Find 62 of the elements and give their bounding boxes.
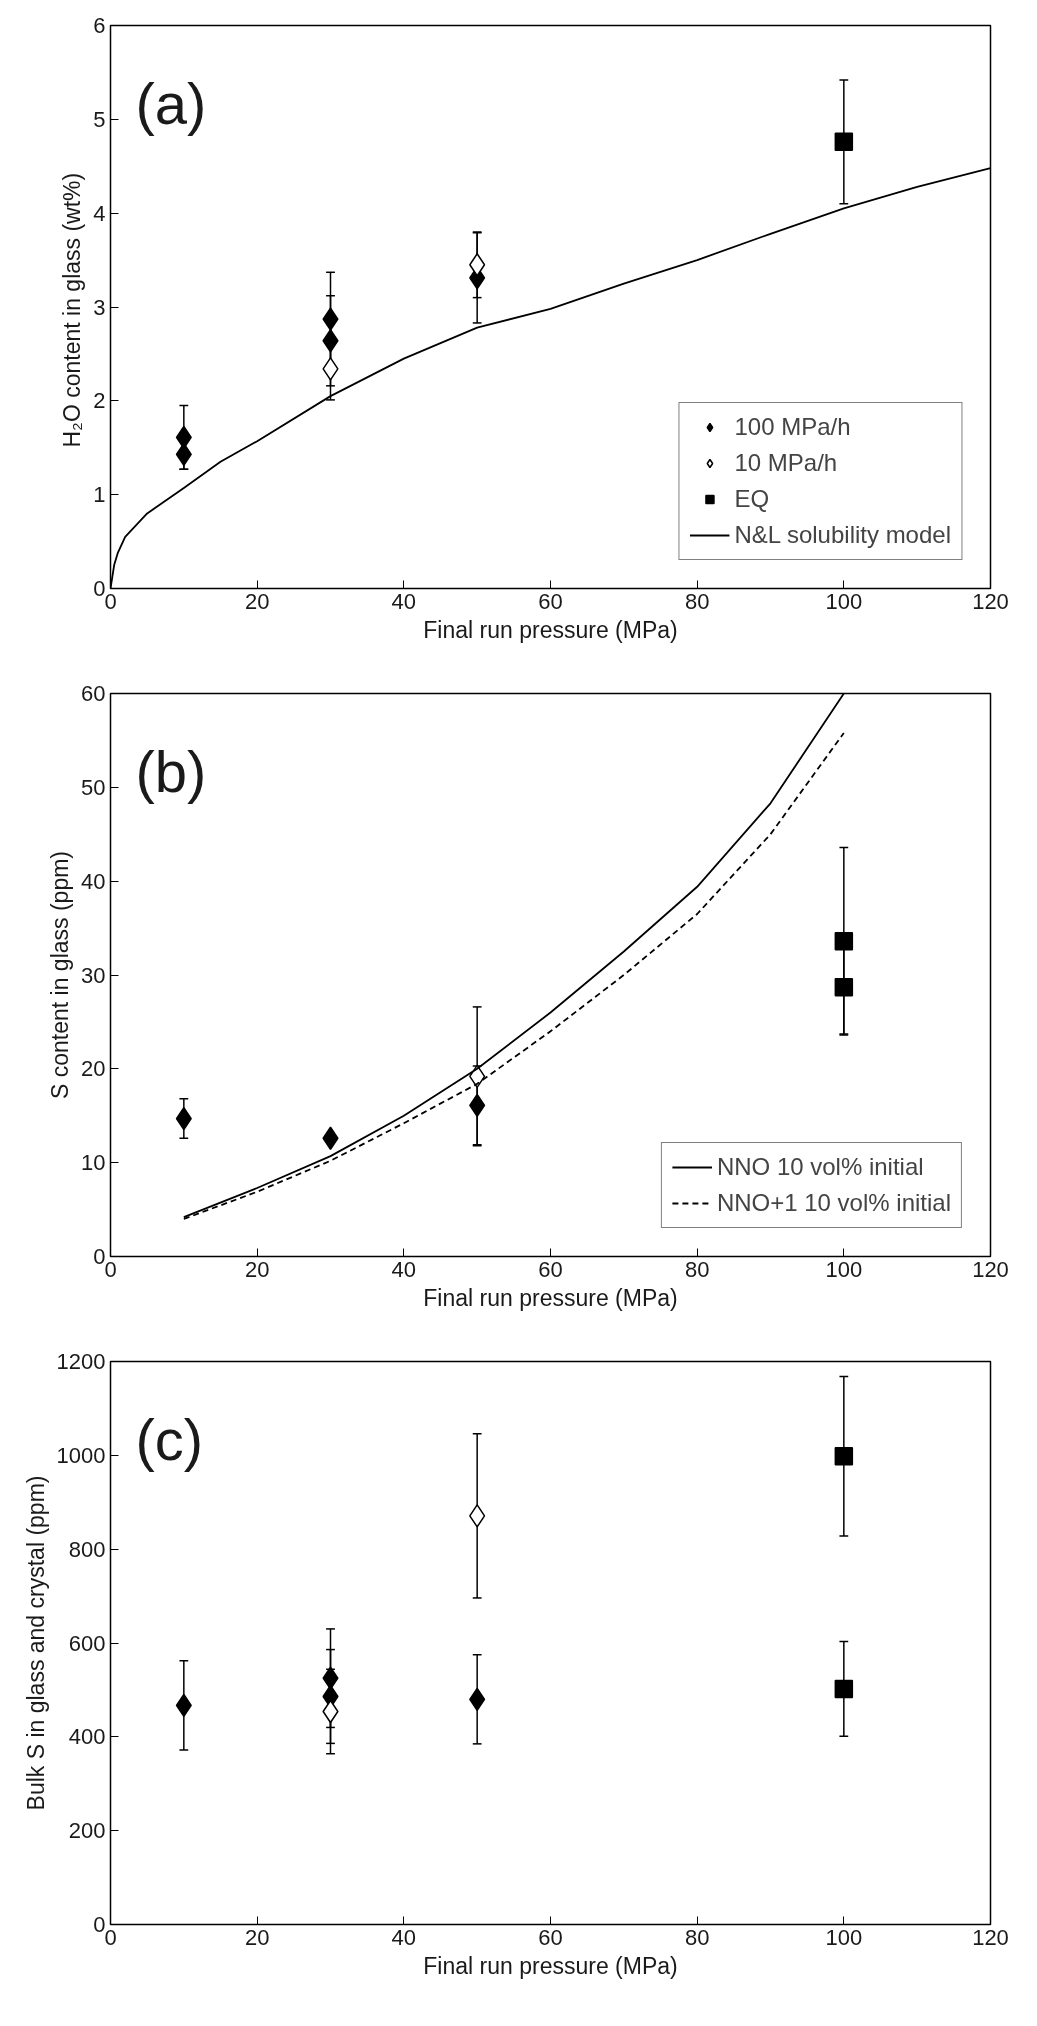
x-tick-label: 100: [825, 588, 863, 614]
x-axis-title: Final run pressure (MPa): [423, 616, 678, 643]
x-axis-title: Final run pressure (MPa): [423, 1952, 678, 1979]
x-tick-label: 80: [684, 1924, 710, 1950]
y-tick-label: 6: [93, 13, 106, 38]
point: [469, 253, 486, 277]
y-tick-label: 20: [81, 1056, 106, 1082]
point: [834, 977, 854, 997]
annotation: (c): [135, 1406, 204, 1472]
x-tick-label: 80: [684, 1256, 710, 1282]
x-tick-label: 100: [825, 1256, 863, 1282]
point: [834, 931, 854, 951]
x-tick-label: 20: [244, 588, 270, 614]
x-tick-label: 20: [244, 1256, 270, 1282]
x-tick-label: 120: [972, 588, 1009, 614]
legend-label: NNO+1 10 vol% initial: [716, 1189, 951, 1217]
y-axis-title: S content in glass (ppm): [47, 850, 74, 1099]
y-tick-label: 4: [93, 200, 106, 226]
y-tick-label: 1: [93, 482, 106, 508]
y-tick-label: 400: [68, 1724, 106, 1750]
legend-label: NNO 10 vol% initial: [716, 1153, 924, 1181]
y-tick-label: 1000: [56, 1442, 106, 1468]
x-tick-label: 40: [391, 1256, 417, 1282]
y-tick-label: 2: [93, 388, 106, 414]
x-tick-label: 100: [825, 1924, 863, 1950]
annotation: (b): [135, 738, 207, 804]
y-tick-label: 3: [93, 294, 106, 320]
y-axis-title: Bulk S in glass and crystal (ppm): [22, 1475, 49, 1811]
point: [834, 1447, 854, 1466]
y-tick-label: 50: [81, 774, 106, 800]
legend-label: EQ: [734, 485, 770, 513]
x-tick-label: 20: [244, 1924, 270, 1950]
y-tick-label: 40: [81, 868, 106, 894]
x-tick-label: 60: [538, 1256, 563, 1282]
y-tick-label: 1200: [56, 1349, 106, 1374]
point: [322, 1666, 339, 1690]
y-tick-label: 600: [68, 1630, 106, 1656]
x-tick-label: 40: [391, 588, 417, 614]
y-tick-label: 800: [68, 1536, 106, 1562]
legend-label: 100 MPa/h: [734, 413, 851, 441]
point: [834, 1679, 854, 1699]
legend-label: N&L solubility model: [734, 521, 951, 549]
x-axis-title: Final run pressure (MPa): [423, 1284, 678, 1311]
point: [322, 329, 339, 353]
y-tick-label: 200: [68, 1818, 106, 1844]
x-tick-label: 60: [538, 1924, 563, 1950]
point: [469, 1504, 486, 1528]
y-tick-label: 10: [81, 1150, 106, 1176]
point: [322, 307, 339, 331]
point: [834, 132, 854, 152]
x-tick-label: 40: [391, 1924, 417, 1950]
x-tick-label: 80: [684, 588, 710, 614]
y-axis-title: H₂O content in glass (wt%): [59, 172, 86, 448]
point: [322, 357, 339, 381]
x-tick-label: 120: [972, 1924, 1009, 1950]
y-tick-label: 5: [93, 106, 106, 132]
annotation: (a): [135, 70, 207, 136]
y-tick-label: 60: [81, 681, 106, 706]
legend-label: 10 MPa/h: [734, 449, 838, 477]
y-tick-label: 30: [81, 962, 106, 988]
x-tick-label: 120: [972, 1256, 1009, 1282]
x-tick-label: 60: [538, 588, 563, 614]
